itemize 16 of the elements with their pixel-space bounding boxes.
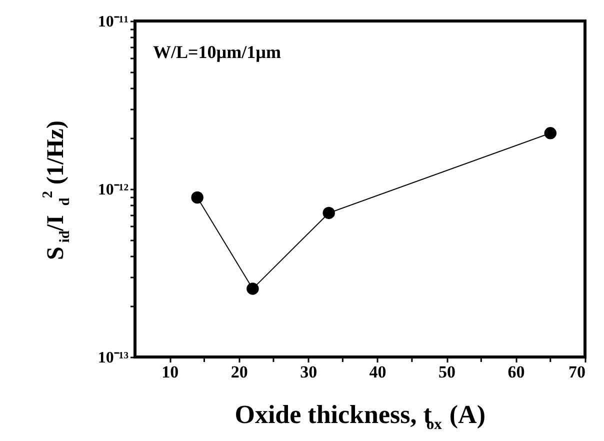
x-tick-label: 10: [162, 362, 179, 382]
y-tick-label: 10⁻¹³: [98, 350, 129, 366]
point: [544, 127, 557, 140]
x-tick-label: 40: [369, 362, 386, 382]
x-tick-label: 20: [230, 362, 248, 382]
y-tick-label: 10⁻¹¹: [98, 14, 129, 30]
y-tick-label: 10⁻¹²: [98, 182, 129, 198]
annotation: W/L=10µm/1µm: [153, 42, 281, 62]
point: [246, 282, 259, 295]
y-axis-title: Sid/Id2 (1/Hz): [40, 120, 73, 260]
point: [191, 191, 204, 204]
x-tick-label: 60: [508, 362, 525, 382]
x-tick-label: 50: [438, 362, 456, 382]
x-tick-label: 70: [568, 362, 586, 382]
x-tick-label: 30: [300, 362, 318, 382]
point: [322, 206, 335, 220]
